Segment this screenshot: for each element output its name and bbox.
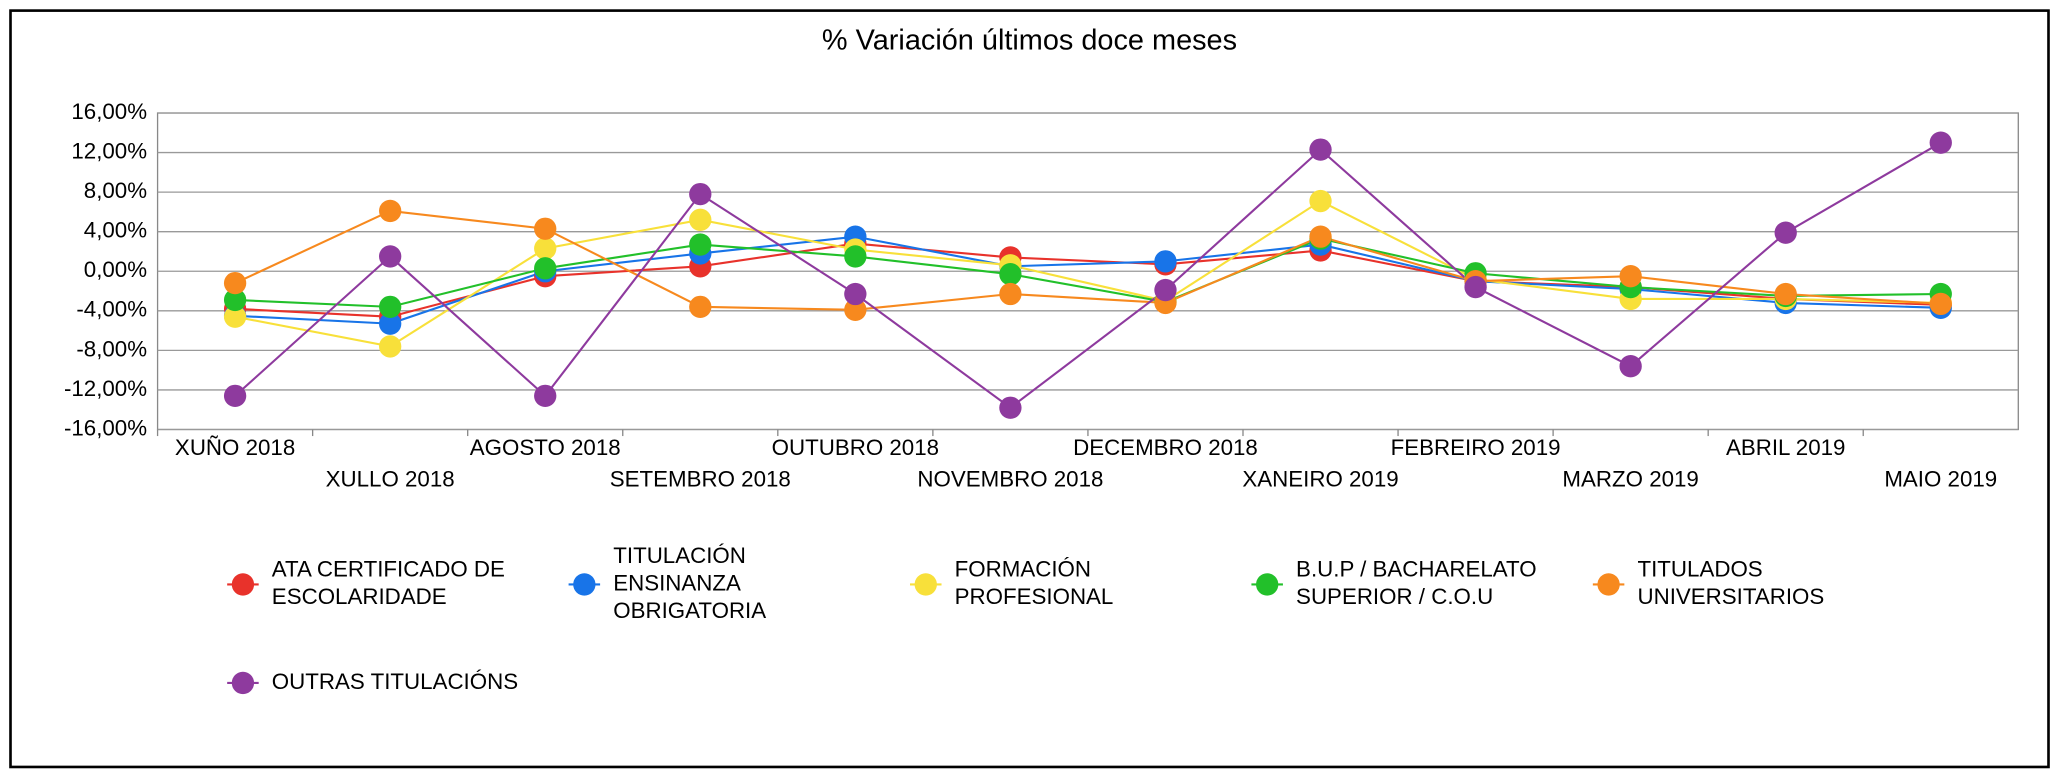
data-point [1774, 221, 1797, 244]
x-tick-label: DECEMBRO 2018 [1073, 435, 1258, 460]
x-tick-label: FEBREIRO 2019 [1391, 435, 1561, 460]
data-point [534, 217, 557, 240]
data-point [844, 282, 867, 306]
legend-marker [1256, 573, 1279, 596]
data-point [379, 245, 402, 268]
legend-marker [914, 573, 937, 596]
x-tick-label: MAIO 2019 [1884, 467, 1997, 492]
data-point [379, 312, 402, 335]
data-point [1929, 292, 1952, 316]
data-point [534, 257, 557, 280]
data-point [999, 282, 1022, 306]
data-point [999, 396, 1022, 419]
data-point [1154, 250, 1177, 273]
y-tick-label: 12,00% [71, 138, 147, 163]
y-tick-label: 4,00% [84, 218, 147, 243]
data-point [1619, 265, 1642, 288]
y-tick-label: -4,00% [76, 297, 147, 322]
data-point [223, 288, 247, 312]
y-tick-label: 8,00% [84, 178, 147, 203]
data-point [689, 182, 712, 206]
series-line [235, 235, 1941, 325]
data-point [223, 384, 247, 408]
x-tick-label: AGOSTO 2018 [470, 435, 621, 460]
x-tick-label: MARZO 2019 [1562, 467, 1698, 492]
data-point [379, 295, 402, 319]
x-tick-label: ABRIL 2019 [1726, 435, 1846, 460]
data-point [999, 263, 1022, 286]
legend-marker [1597, 573, 1620, 596]
frame [9, 9, 2050, 769]
legend-label: OUTRAS TITULACIÓNS [272, 669, 518, 694]
legend-label: TITULACIÓN ENSINANZA OBRIGATORIA [613, 543, 766, 623]
data-point [223, 271, 247, 295]
data-point [689, 208, 712, 231]
series-line [234, 209, 1941, 311]
x-tick-label: NOVEMBRO 2018 [917, 467, 1103, 492]
data-point [1309, 138, 1332, 161]
data-point [1154, 278, 1177, 302]
data-point [379, 335, 402, 358]
y-tick-label: -8,00% [76, 336, 147, 361]
x-tick-label: OUTUBRO 2018 [772, 435, 939, 460]
series-line [234, 141, 1942, 410]
legend-marker [231, 573, 255, 596]
series-line [235, 237, 1941, 308]
y-tick-label: -16,00% [64, 415, 147, 440]
data-point [689, 295, 712, 319]
legend-label: B.U.P / BACHARELATO SUPERIOR / C.O.U [1296, 557, 1537, 610]
legend-marker [573, 573, 596, 596]
x-tick-label: XULLO 2018 [326, 467, 455, 492]
data-point [689, 233, 712, 256]
data-point [844, 298, 867, 321]
legend-marker [231, 671, 255, 695]
data-point [1464, 275, 1487, 299]
data-point [1929, 131, 1952, 154]
data-point [534, 384, 557, 408]
legend-label: ATA CERTIFICADO DE ESCOLARIDADE [272, 557, 505, 610]
data-point [844, 245, 867, 268]
data-point [1309, 189, 1332, 213]
x-tick-label: XANEIRO 2019 [1242, 467, 1398, 492]
x-tick-label: SETEMBRO 2018 [610, 467, 791, 492]
legend-label: TITULADOS UNIVERSITARIOS [1637, 557, 1824, 610]
series-line [234, 199, 1941, 348]
data-point [534, 237, 557, 260]
chart-title: % Variación últimos doce meses [822, 25, 1237, 57]
data-point [1774, 282, 1797, 306]
x-tick-label: XUÑO 2018 [175, 435, 295, 460]
data-point [223, 305, 247, 328]
y-tick-label: -12,00% [64, 376, 147, 401]
legend-label: FORMACIÓN PROFESIONAL [955, 557, 1114, 610]
y-tick-label: 16,00% [71, 99, 147, 124]
data-point [1619, 355, 1642, 378]
y-tick-label: 0,00% [84, 257, 147, 282]
data-point [379, 199, 402, 223]
data-point [1309, 225, 1332, 248]
